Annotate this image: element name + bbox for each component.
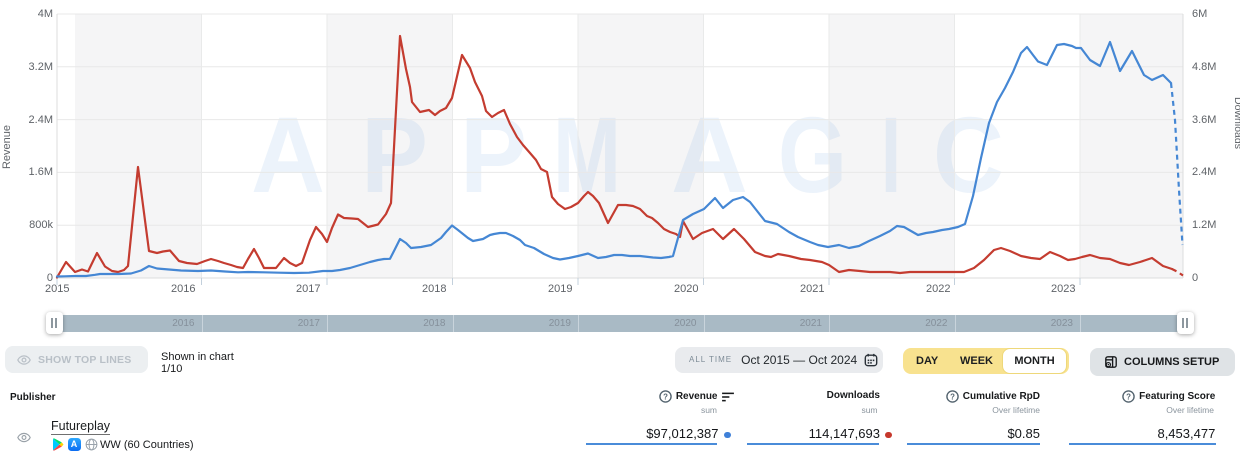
svg-text:?: ? bbox=[950, 392, 955, 401]
svg-text:?: ? bbox=[1126, 392, 1131, 401]
svg-text:G: G bbox=[778, 94, 847, 215]
svg-text:?: ? bbox=[663, 392, 668, 401]
svg-text:P: P bbox=[460, 94, 527, 215]
svg-text:M: M bbox=[553, 94, 621, 215]
svg-text:A: A bbox=[671, 94, 748, 215]
svg-text:I: I bbox=[881, 94, 901, 215]
svg-text:A: A bbox=[251, 94, 325, 215]
